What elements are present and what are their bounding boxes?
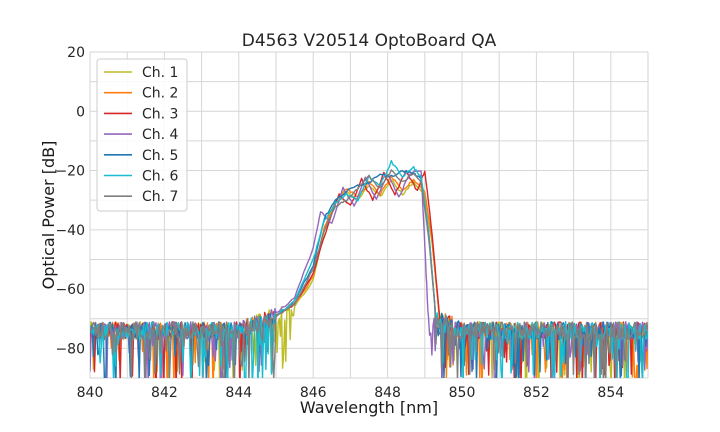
y-tick-label: −20: [55, 164, 85, 180]
legend-label: Ch. 3: [142, 106, 178, 122]
x-tick-label: 846: [300, 385, 327, 401]
x-tick-label: 850: [449, 385, 476, 401]
y-tick-label: −80: [55, 341, 85, 357]
x-tick-label: 844: [225, 385, 252, 401]
x-axis-label: Wavelength [nm]: [300, 398, 438, 417]
legend-label: Ch. 6: [142, 169, 179, 185]
legend-label: Ch. 4: [142, 127, 179, 143]
y-tick-label: −40: [55, 223, 85, 239]
x-tick-labels: 840 842 844 846 848 850 852 854: [77, 385, 625, 401]
legend-label: Ch. 5: [142, 148, 178, 164]
y-tick-label: 0: [76, 104, 85, 120]
series-line-7: [90, 169, 648, 378]
legend-label: Ch. 1: [142, 65, 178, 81]
legend-label: Ch. 2: [142, 86, 178, 102]
legend-box: [96, 58, 188, 212]
y-tick-label: −60: [55, 282, 85, 298]
x-tick-label: 842: [151, 385, 178, 401]
y-tick-label: 20: [67, 45, 85, 61]
legend: Ch. 1 Ch. 2 Ch. 3 Ch. 4 Ch. 5 Ch. 6 Ch. 7: [96, 58, 188, 212]
y-axis-label: Optical Power [dB]: [39, 141, 58, 290]
x-tick-label: 848: [374, 385, 401, 401]
series-layer: [90, 159, 648, 378]
series-line-6: [90, 159, 648, 378]
x-tick-label: 840: [77, 385, 104, 401]
y-tick-labels: 20 0 −20 −40 −60 −80: [55, 45, 85, 357]
legend-label: Ch. 7: [142, 189, 178, 205]
chart-title: D4563 V20514 OptoBoard QA: [242, 31, 497, 51]
x-tick-label: 852: [523, 385, 550, 401]
x-tick-label: 854: [597, 385, 624, 401]
